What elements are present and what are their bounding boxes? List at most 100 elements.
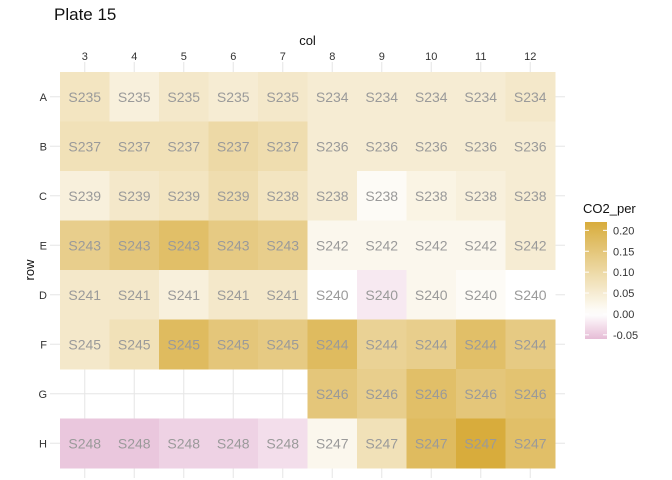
x-tick-label: 4 [131,51,137,63]
heatmap-cell [406,121,457,172]
cell-label: S240 [316,287,349,303]
heatmap-cell [456,220,506,271]
heatmap-cell [406,270,457,320]
cell-label: S236 [464,138,497,154]
cell-label: S239 [118,188,151,204]
heatmap-cell [258,418,308,469]
heatmap-cell [307,72,358,122]
heatmap-cell [505,369,556,419]
cell-label: S244 [415,336,448,352]
cell-label: S242 [464,237,497,253]
y-tick-label: A [40,92,48,104]
cell-label: S234 [415,89,448,105]
heatmap-cell [456,121,506,172]
cell-label: S246 [514,386,547,402]
heatmap-cell [109,418,160,469]
heatmap-cell [258,270,308,320]
chart-title: Plate 15 [54,5,117,24]
heatmap-cell [258,220,308,271]
heatmap-cell [208,270,259,320]
heatmap-cell [505,171,556,221]
cell-label: S236 [415,138,448,154]
cell-label: S243 [266,237,299,253]
cell-label: S241 [266,287,299,303]
legend-tick-label: 0.05 [613,288,634,300]
x-tick-label: 8 [329,51,335,63]
heatmap-cell [357,121,407,172]
cell-label: S235 [217,89,250,105]
heatmap-cell [505,220,556,271]
cell-label: S234 [514,89,547,105]
heatmap-cell [357,319,407,370]
legend-tick-label: 0.00 [613,309,634,321]
heatmap-cell [258,121,308,172]
cell-label: S243 [217,237,250,253]
heatmap-cell [406,418,457,469]
heatmap-cell [406,369,457,419]
heatmap-cell [357,418,407,469]
cell-label: S239 [217,188,250,204]
cell-label: S247 [415,435,448,451]
x-tick-label: 3 [82,51,88,63]
cell-label: S236 [316,138,349,154]
cell-label: S237 [118,138,151,154]
cell-label: S245 [266,336,299,352]
y-tick-label: F [40,339,47,351]
cell-label: S242 [415,237,448,253]
y-tick-label: G [38,389,47,401]
heatmap-cell [505,418,556,469]
cell-label: S245 [167,336,200,352]
heatmap-cell [406,319,457,370]
heatmap-cell [109,319,160,370]
cell-label: S239 [167,188,200,204]
heatmap-cell [159,220,209,271]
legend-tick-label: 0.10 [613,267,634,279]
heatmap-cell [60,418,110,469]
cell-label: S248 [68,435,101,451]
cell-label: S237 [217,138,250,154]
cell-label: S241 [167,287,200,303]
heatmap-cell [406,171,457,221]
heatmap-cell [109,220,160,271]
heatmap-cell [258,319,308,370]
heatmap-cell [307,121,358,172]
cell-label: S243 [68,237,101,253]
cell-label: S244 [464,336,497,352]
heatmap-cell [307,270,358,320]
tiles [60,72,556,469]
cell-label: S245 [68,336,101,352]
heatmap-cell [357,171,407,221]
x-tick-label: 7 [280,51,286,63]
heatmap-cell [406,220,457,271]
heatmap-cell [357,72,407,122]
x-tick-label: 10 [425,51,437,63]
heatmap-cell [456,72,506,122]
cell-label: S246 [464,386,497,402]
heatmap-cell [307,418,358,469]
heatmap-cell [258,72,308,122]
y-tick-label: D [39,290,47,302]
heatmap-cell [208,220,259,271]
heatmap-cell [60,220,110,271]
cell-label: S235 [266,89,299,105]
heatmap-cell [208,171,259,221]
x-tick-label: 5 [181,51,187,63]
heatmap-cell [505,72,556,122]
heatmap-cell [109,171,160,221]
cell-label: S238 [266,188,299,204]
cell-label: S243 [118,237,151,253]
legend-colorbar [585,222,607,339]
heatmap-cell [109,121,160,172]
x-tick-label: 11 [475,51,486,63]
cell-label: S240 [514,287,547,303]
y-axis-title: row [22,259,37,281]
heatmap-cell [456,319,506,370]
heatmap-cell [357,369,407,419]
heatmap-cell [307,369,358,419]
heatmap-cell [159,418,209,469]
cell-label: S244 [514,336,547,352]
cell-label: S238 [415,188,448,204]
cell-label: S248 [266,435,299,451]
legend-title: CO2_per [583,201,636,216]
heatmap-cell [208,72,259,122]
